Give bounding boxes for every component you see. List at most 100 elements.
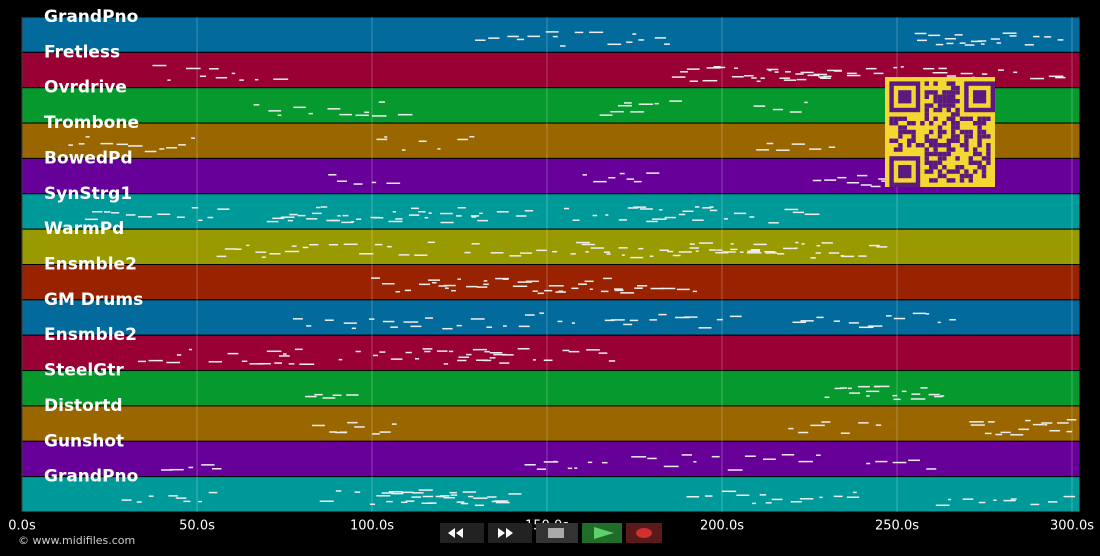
note <box>1048 501 1058 503</box>
note <box>734 67 739 69</box>
note <box>935 43 944 46</box>
note <box>209 68 219 70</box>
note <box>449 491 457 494</box>
note <box>962 498 974 500</box>
note <box>600 290 609 293</box>
note <box>241 360 248 363</box>
note <box>692 290 697 293</box>
note <box>401 491 414 494</box>
note <box>654 37 666 39</box>
note <box>821 421 831 423</box>
note <box>923 67 935 70</box>
note <box>794 247 798 249</box>
note <box>940 395 945 397</box>
qr-cell <box>942 90 947 95</box>
qr-cell <box>920 143 925 148</box>
note <box>215 76 228 79</box>
note <box>208 361 223 363</box>
note <box>892 394 898 397</box>
note <box>946 42 954 45</box>
time-label: 300.0s <box>1050 519 1094 534</box>
note <box>730 243 734 245</box>
note <box>1030 503 1040 506</box>
note <box>723 218 728 220</box>
note <box>739 251 744 253</box>
note <box>790 501 802 503</box>
track-band <box>21 334 1081 372</box>
note <box>840 255 845 257</box>
qr-cell <box>973 147 978 152</box>
note <box>532 290 538 292</box>
note <box>371 115 387 117</box>
record-icon <box>636 528 652 538</box>
note <box>479 212 483 215</box>
note <box>574 467 578 469</box>
note <box>709 206 714 208</box>
note <box>815 454 821 456</box>
qr-cell <box>933 143 938 148</box>
note <box>116 143 128 146</box>
note <box>395 218 403 220</box>
note <box>639 208 653 210</box>
qr-cell <box>946 107 951 113</box>
note <box>649 319 658 321</box>
note <box>198 219 203 222</box>
note <box>711 455 720 458</box>
note <box>618 219 628 221</box>
note <box>893 66 898 69</box>
note <box>603 251 610 253</box>
qr-cell <box>977 151 982 157</box>
note <box>483 280 488 282</box>
note <box>798 431 809 434</box>
note <box>661 287 676 290</box>
qr-cell <box>907 143 912 148</box>
qr-cell <box>902 125 907 130</box>
note <box>833 320 841 322</box>
qr-cell <box>977 134 982 139</box>
note <box>893 398 901 401</box>
note <box>465 285 478 288</box>
note <box>507 35 519 38</box>
note <box>372 433 380 435</box>
note <box>408 214 420 216</box>
note <box>807 74 820 77</box>
note <box>470 318 485 320</box>
qr-cell <box>937 94 943 99</box>
note <box>388 490 403 493</box>
qr-cell <box>893 138 899 143</box>
qr-cell <box>924 112 929 117</box>
note <box>552 250 558 253</box>
qr-cell <box>920 121 925 126</box>
qr-cell <box>942 165 947 170</box>
note <box>819 496 823 499</box>
note <box>520 252 533 254</box>
qr-cell <box>942 173 947 179</box>
qr-cell <box>986 147 991 152</box>
note <box>745 455 756 457</box>
note <box>311 212 322 215</box>
note <box>1044 36 1052 38</box>
note <box>689 243 695 245</box>
note <box>136 501 142 503</box>
note <box>846 72 857 75</box>
qr-cell <box>959 129 965 135</box>
note <box>987 421 995 423</box>
note <box>765 502 772 504</box>
note <box>756 149 769 151</box>
track-label: GrandPno <box>44 467 138 487</box>
qr-cell <box>955 85 960 91</box>
note <box>440 221 454 224</box>
note <box>857 385 870 388</box>
qr-cell <box>929 169 934 174</box>
note <box>418 140 427 143</box>
note <box>311 424 325 427</box>
note <box>444 287 449 289</box>
qr-cell <box>907 129 912 135</box>
note <box>474 39 486 41</box>
note <box>188 348 193 351</box>
qr-cell <box>893 116 899 121</box>
qr-cell <box>964 116 969 121</box>
qr-cell <box>911 129 916 135</box>
qr-cell <box>981 156 987 161</box>
note <box>457 138 469 141</box>
